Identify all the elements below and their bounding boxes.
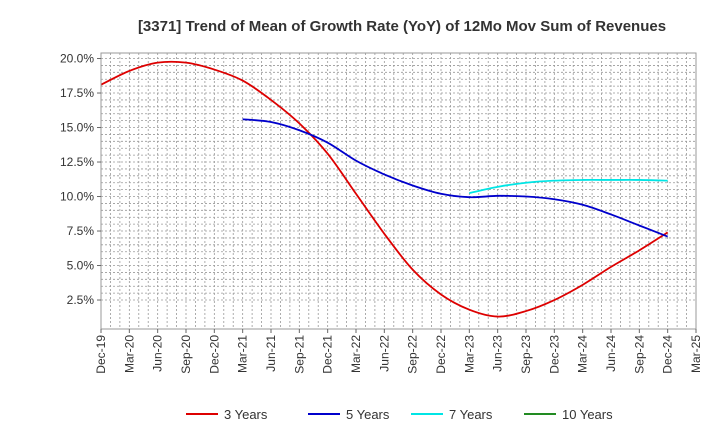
series-line-5-years: [242, 118, 668, 238]
y-tick-label: 20.0%: [60, 52, 94, 66]
x-tick-label: Sep-24: [632, 335, 646, 374]
x-tick-label: Dec-19: [94, 335, 108, 374]
series-line-7-years: [469, 179, 668, 194]
legend-label-5-years: 5 Years: [346, 407, 390, 422]
plot-area-border: [100, 52, 697, 330]
x-tick-label: Mar-20: [122, 335, 136, 373]
legend-label-10-years: 10 Years: [562, 407, 613, 422]
x-tick-label: Sep-22: [406, 335, 420, 374]
x-tick-label: Dec-24: [661, 335, 675, 374]
x-tick-label: Dec-22: [434, 335, 448, 374]
y-tick-label: 7.5%: [67, 224, 95, 238]
x-tick-label: Jun-20: [151, 335, 165, 372]
y-tick-label: 15.0%: [60, 121, 94, 135]
grid: [100, 53, 697, 329]
x-tick-label: Sep-20: [179, 335, 193, 374]
x-tick-label: Mar-23: [462, 335, 476, 373]
chart-title: [3371] Trend of Mean of Growth Rate (YoY…: [138, 18, 666, 35]
y-tick-label: 2.5%: [67, 293, 95, 307]
y-tick-label: 5.0%: [67, 259, 95, 273]
x-tick-label: Sep-23: [519, 335, 533, 374]
y-axis-ticks: 2.5% 5.0% 7.5% 10.0% 12.5% 15.0% 17.5% 20.0%: [60, 52, 101, 307]
x-tick-label: Dec-21: [321, 335, 335, 374]
series-lines: [100, 60, 669, 318]
x-tick-label: Mar-25: [689, 335, 703, 373]
x-tick-label: Dec-20: [207, 335, 221, 374]
x-tick-label: Jun-24: [604, 335, 618, 372]
x-axis-ticks: Dec-19 Mar-20 Jun-20 Sep-20 Dec-20 Mar-21 Jun-…: [94, 329, 703, 374]
y-tick-label: 12.5%: [60, 155, 94, 169]
x-tick-label: Mar-24: [576, 335, 590, 373]
x-tick-label: Sep-21: [292, 335, 306, 374]
legend: 3 Years 5 Years 7 Years 10 Years: [186, 407, 613, 422]
series-line-3-years: [100, 60, 669, 318]
y-tick-label: 17.5%: [60, 86, 94, 100]
x-tick-label: Mar-22: [349, 335, 363, 373]
y-tick-label: 10.0%: [60, 190, 94, 204]
x-tick-label: Dec-23: [547, 335, 561, 374]
x-tick-label: Mar-21: [236, 335, 250, 373]
legend-label-3-years: 3 Years: [224, 407, 268, 422]
legend-label-7-years: 7 Years: [449, 407, 493, 422]
x-tick-label: Jun-22: [377, 335, 391, 372]
x-tick-label: Jun-21: [264, 335, 278, 372]
x-tick-label: Jun-23: [491, 335, 505, 372]
